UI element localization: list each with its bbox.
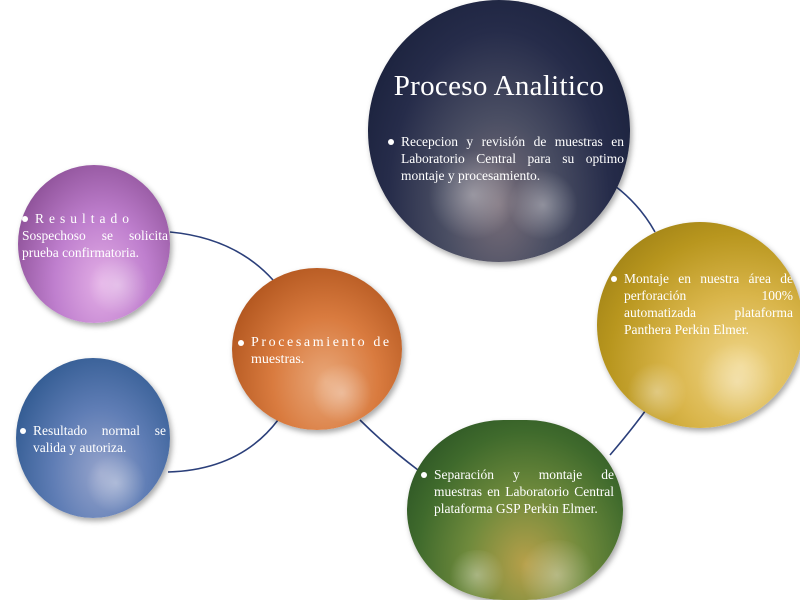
connector-procesamiento-normal <box>167 419 279 473</box>
node-montaje: Montaje en nuestra área de perforación 1… <box>597 222 800 428</box>
node-text-line1: Resultado <box>22 210 168 227</box>
connector-procesamiento-sospechoso <box>169 231 274 281</box>
node-separacion: Separación y montaje de muestras en Labo… <box>407 420 623 600</box>
node-text-line1: Procesamiento de <box>238 334 396 351</box>
connector-analitico-montaje <box>614 185 656 233</box>
node-procesamiento: Procesamiento de muestras. <box>232 268 402 430</box>
node-title: Proceso Analitico <box>393 70 605 102</box>
node-text: Separación y montaje de muestras en Labo… <box>421 466 614 517</box>
connector-separacion-procesamiento <box>359 419 419 471</box>
node-resultado-sospechoso: Resultado Sospechoso se solicita prueba … <box>18 165 170 323</box>
node-text: Recepcion y revisión de muestras en Labo… <box>388 133 624 184</box>
node-resultado-normal: Resultado normal se valida y autoriza. <box>16 358 170 518</box>
node-text-line2: muestras. <box>251 352 305 367</box>
node-text-line2: Sospechoso se solicita prueba confirmato… <box>22 228 168 260</box>
node-text: Montaje en nuestra área de perforación 1… <box>611 270 793 338</box>
node-text: Resultado normal se valida y autoriza. <box>20 422 166 456</box>
node-proceso-analitico: Proceso Analitico Recepcion y revisión d… <box>368 0 630 262</box>
